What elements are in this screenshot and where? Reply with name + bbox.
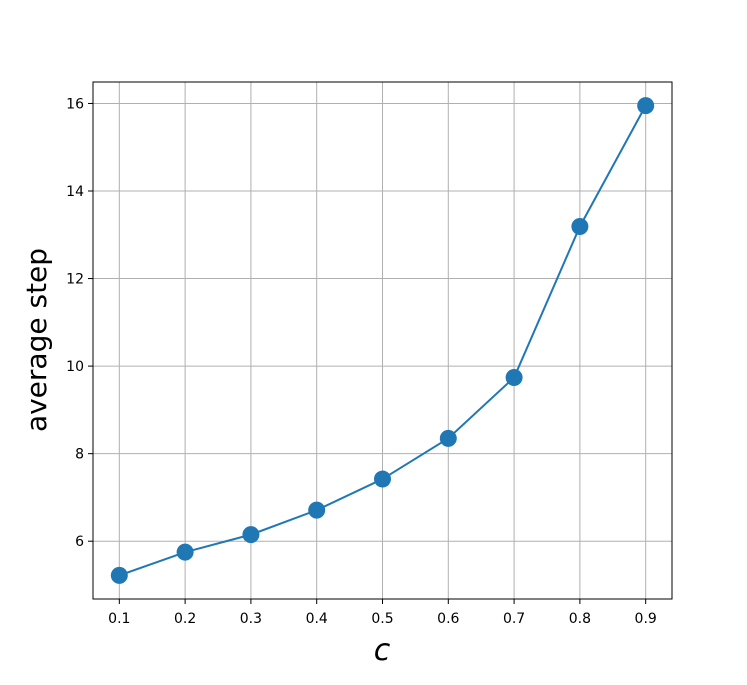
y-tick-label: 14 xyxy=(66,184,84,200)
x-tick-label: 0.5 xyxy=(371,611,393,627)
x-tick-label: 0.8 xyxy=(569,611,591,627)
point xyxy=(571,217,589,235)
point xyxy=(374,470,391,488)
point xyxy=(637,97,655,115)
y-tick-label: 10 xyxy=(66,359,84,375)
x-tick-label: 0.7 xyxy=(503,611,525,627)
point xyxy=(242,526,260,544)
plot-frame xyxy=(92,81,673,600)
x-tick-label: 0.6 xyxy=(437,611,459,627)
y-tick-label: 6 xyxy=(75,534,84,550)
y-tick-label: 12 xyxy=(66,272,84,288)
x-tick-label: 0.2 xyxy=(174,611,196,627)
point xyxy=(308,501,326,519)
y-tick-label: 16 xyxy=(66,96,84,112)
x-tick-label: 0.3 xyxy=(240,611,262,627)
y-axis-label: average step xyxy=(20,248,53,432)
point xyxy=(505,368,523,386)
x-tick-label: 0.4 xyxy=(306,611,328,627)
x-axis-label: c xyxy=(374,633,391,668)
point xyxy=(439,429,457,447)
x-tick-label: 0.9 xyxy=(635,611,657,627)
point xyxy=(176,543,194,561)
x-tick-label: 0.1 xyxy=(108,611,130,627)
point xyxy=(110,566,128,584)
y-tick-label: 8 xyxy=(75,447,84,463)
